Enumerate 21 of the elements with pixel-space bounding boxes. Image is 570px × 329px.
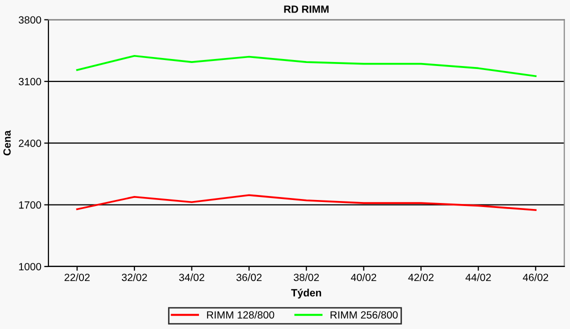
x-tick-label: 38/02 [294,273,319,282]
x-tick-label: 46/02 [522,273,548,282]
y-tick-label: 1700 [19,201,42,209]
x-axis-title: Týden [291,288,322,298]
legend-label: RIMM 128/800 [207,310,274,319]
line-series [76,194,537,211]
y-tick-label: 1000 [19,262,42,270]
chart-title: RD RIMM [284,6,329,13]
x-tick-label: 32/02 [122,273,147,282]
legend-label: RIMM 256/800 [330,310,398,319]
y-axis-title: Cena [3,130,11,156]
y-tick-label: 2400 [18,140,42,147]
x-tick-label: 34/02 [179,273,204,282]
line-series [76,54,537,78]
x-tick-label: 42/02 [408,273,434,282]
x-tick-label: 22/02 [64,273,90,282]
x-tick-label: 44/02 [466,273,491,282]
y-tick-label: 3100 [18,78,42,86]
y-tick-label: 3800 [18,16,42,24]
x-tick-label: 36/02 [236,273,262,282]
x-tick-label: 40/02 [350,273,376,282]
